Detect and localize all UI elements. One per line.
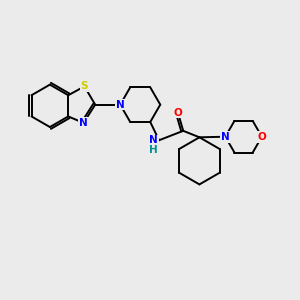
Text: N: N	[79, 118, 88, 128]
Text: S: S	[81, 81, 88, 92]
Text: N: N	[221, 132, 230, 142]
Text: O: O	[174, 108, 182, 118]
Text: N: N	[149, 135, 158, 145]
Text: N: N	[116, 100, 124, 110]
Text: O: O	[257, 132, 266, 142]
Text: H: H	[149, 145, 158, 155]
